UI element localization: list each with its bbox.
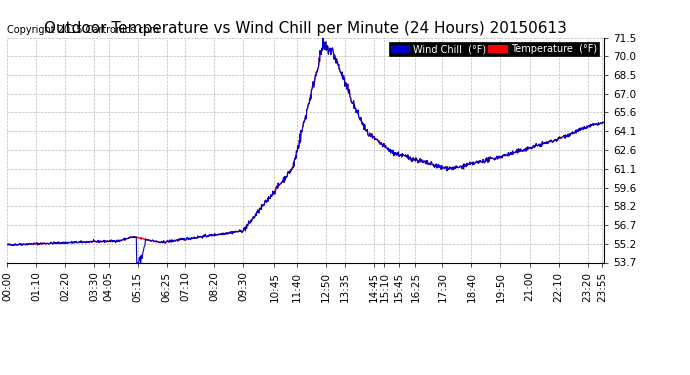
Title: Outdoor Temperature vs Wind Chill per Minute (24 Hours) 20150613: Outdoor Temperature vs Wind Chill per Mi… [44,21,566,36]
Legend: Wind Chill  (°F), Temperature  (°F): Wind Chill (°F), Temperature (°F) [389,42,599,56]
Text: Copyright 2015 Cartronics.com: Copyright 2015 Cartronics.com [7,25,159,35]
